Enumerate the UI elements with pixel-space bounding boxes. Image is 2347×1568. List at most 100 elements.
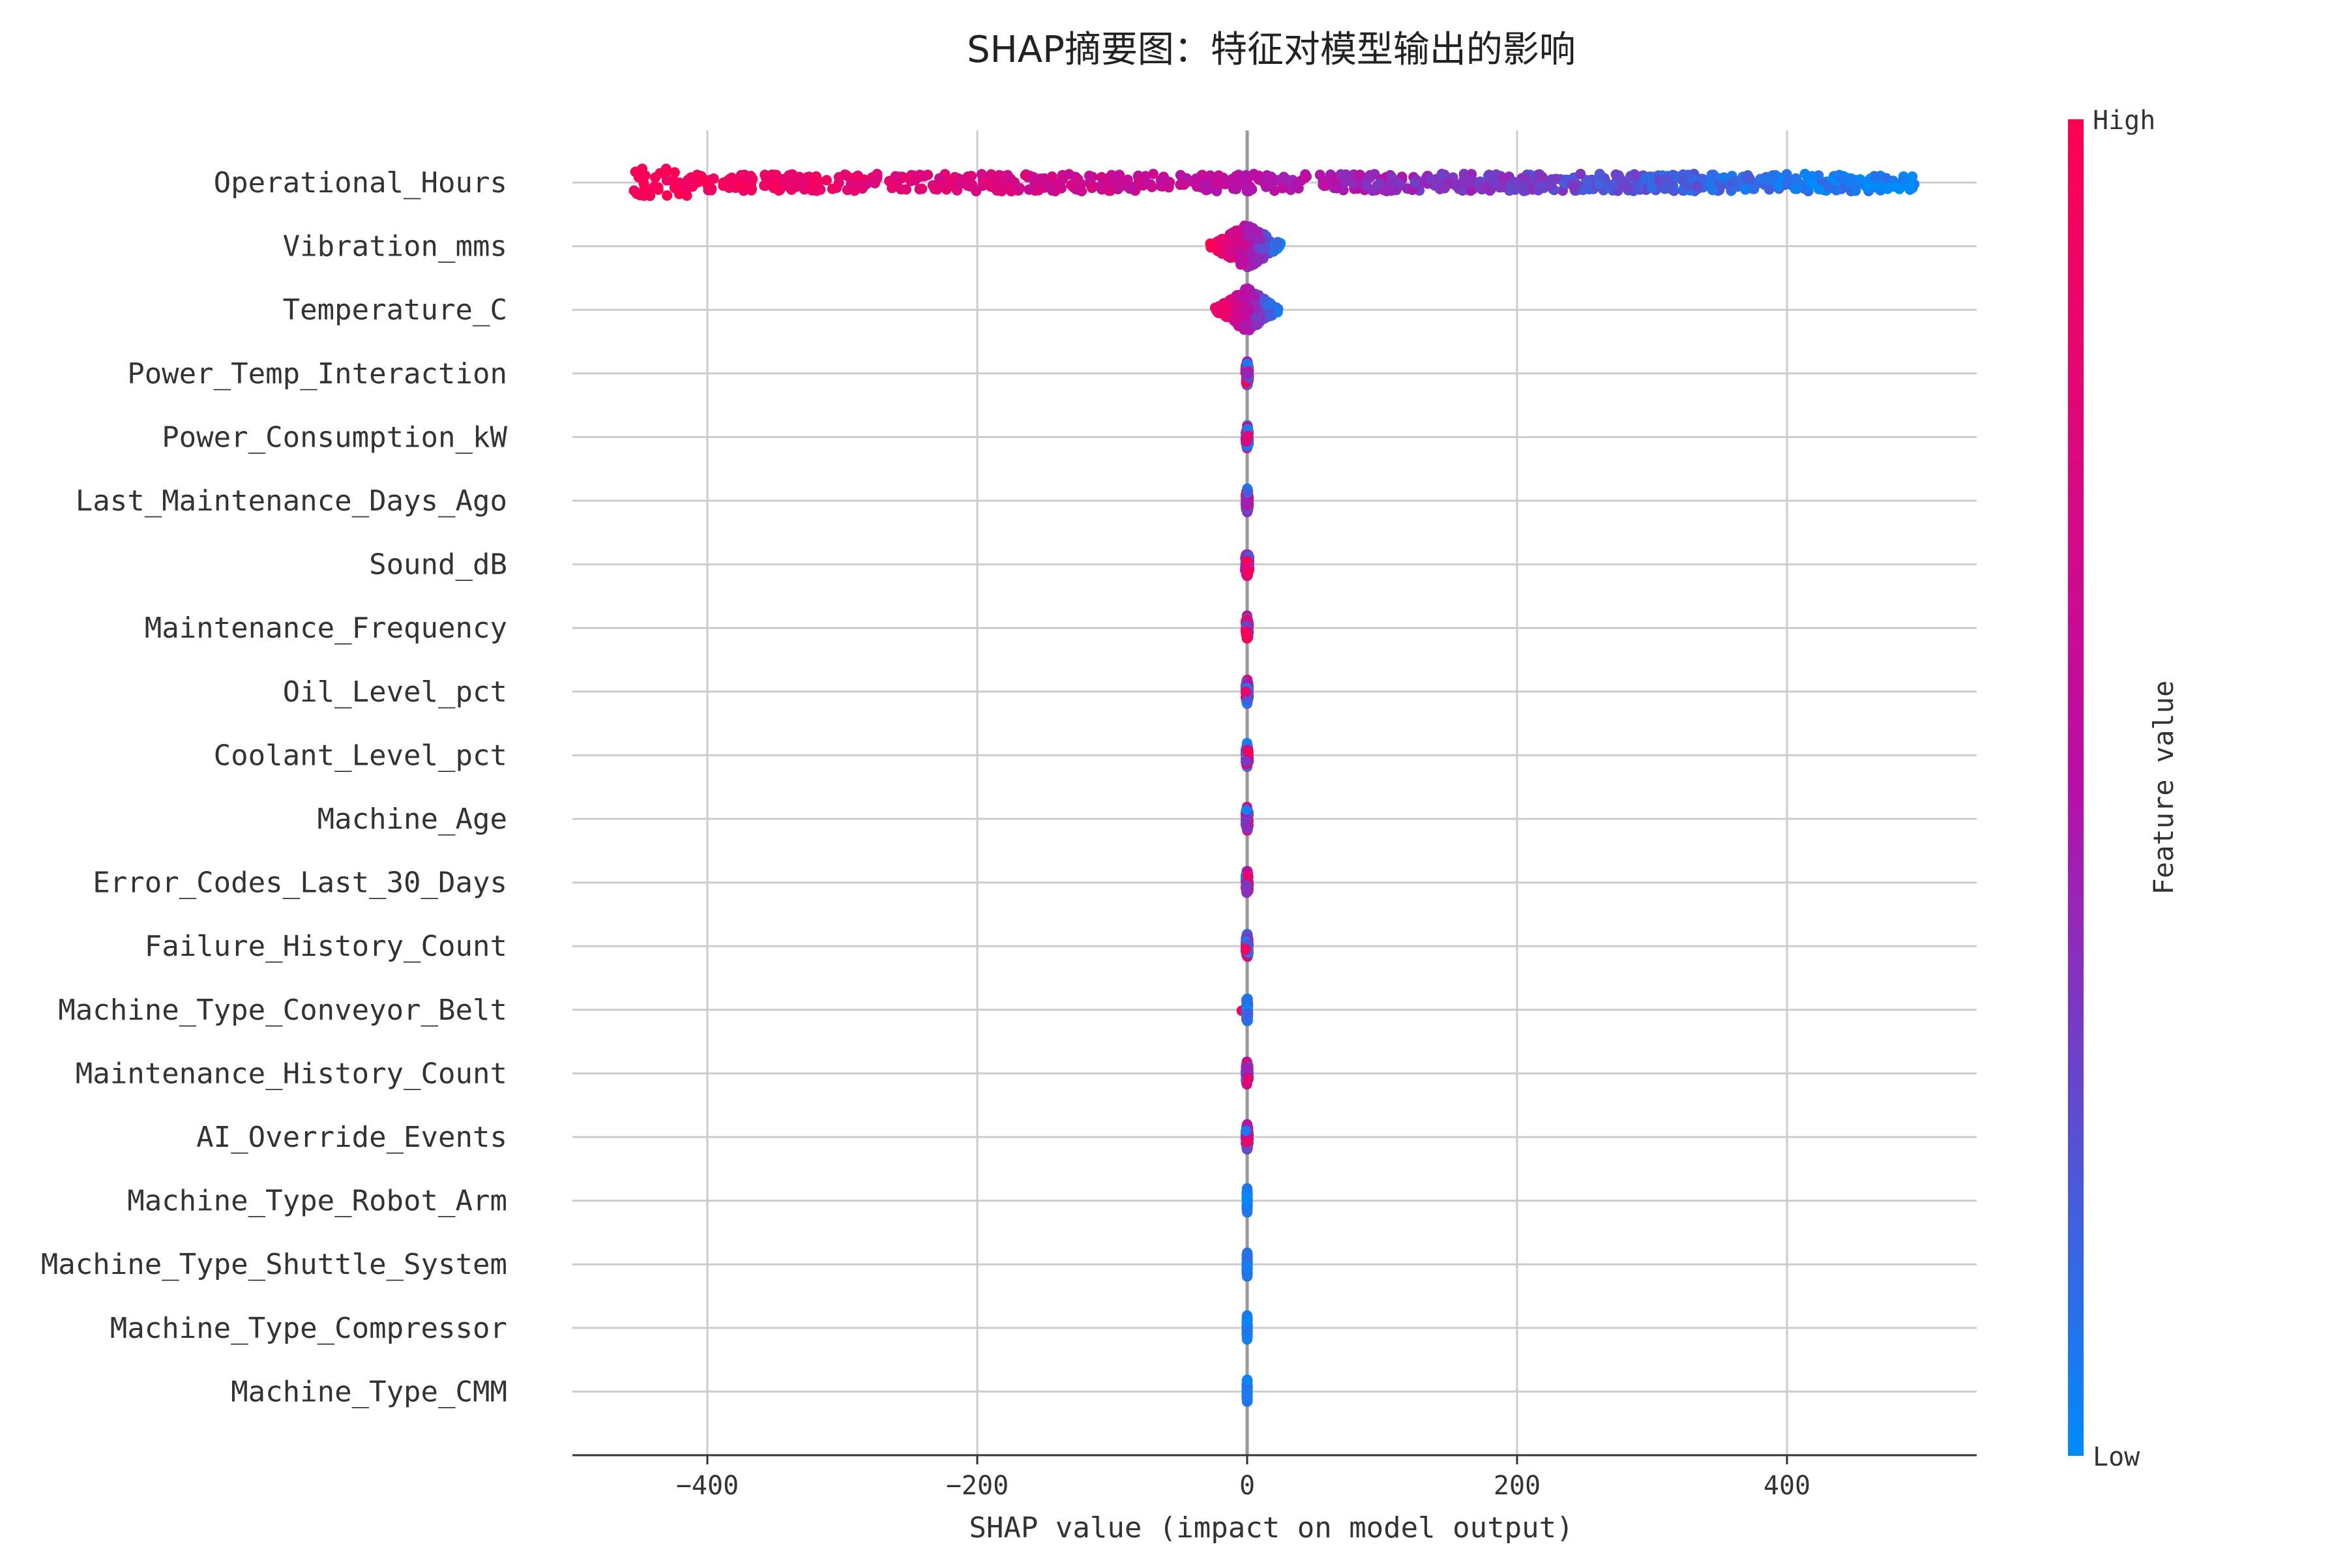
shap-point [1719,172,1730,183]
shap-point [1241,944,1251,955]
feature-points-Oil_Level_pct [1241,674,1254,709]
shap-point [1631,170,1642,181]
feature-points-Machine_Type_Conveyor_Belt [1236,993,1254,1027]
feature-points-AI_Override_Events [1240,1119,1254,1155]
feature-points-Vibration_mms [1205,220,1286,273]
colorbar-high-label: High [2093,106,2155,136]
x-tick-label: 400 [1764,1471,1810,1501]
shap-point [1046,171,1057,182]
shap-point [1244,304,1255,315]
shap-point [1243,694,1254,705]
shap-point [1084,170,1095,181]
feature-label: Machine_Type_Compressor [110,1312,507,1345]
feature-points-Power_Consumption_kW [1240,420,1254,454]
shap-point [887,181,898,192]
colorbar-gradient [2068,119,2084,1456]
shap-point [1242,186,1253,197]
shap-point [1241,1192,1252,1204]
shap-point [1520,173,1531,184]
shap-point [1807,177,1818,188]
shap-point [1242,487,1253,498]
shap-point [1236,256,1247,267]
shap-point [1707,185,1718,196]
shap-point [1481,183,1492,193]
shap-point [1457,177,1468,188]
feature-points-Failure_History_Count [1241,928,1254,962]
shap-point [1241,686,1252,697]
shap-point [746,183,758,194]
shap-point [1831,185,1842,196]
shap-point [1242,359,1253,369]
shap-point [910,172,921,183]
feature-points-Machine_Age [1240,801,1254,836]
feature-label: Temperature_C [283,293,507,327]
shap-point [638,178,649,189]
shap-point [945,181,956,192]
shap-point [1665,183,1676,194]
shap-point [1241,170,1251,181]
shap-point [1086,183,1097,194]
shap-point [1235,310,1246,321]
shap-point [1230,171,1241,182]
shap-point [1822,181,1833,192]
feature-points-Machine_Type_Robot_Arm [1241,1183,1253,1218]
shap-point [669,183,680,194]
x-axis-label: SHAP value (impact on model output) [969,1511,1573,1545]
shap-point [1741,172,1752,183]
shap-point [1253,254,1263,265]
shap-point [791,179,802,190]
shap-point [1608,179,1619,190]
shap-point [1365,172,1376,183]
shap-point [1263,299,1274,310]
shap-point [653,182,664,193]
shap-point [1155,175,1166,186]
grid-layer [572,130,1977,1455]
feature-label: Sound_dB [369,548,507,582]
shap-point [1764,184,1775,195]
shap-point [1241,756,1252,767]
shap-point [1790,173,1801,185]
shap-point [1220,177,1232,188]
shap-point [1367,185,1378,196]
shap-point [1870,173,1882,184]
shap-point [971,186,982,197]
shap-point [1692,181,1702,192]
shap-point [661,175,672,186]
shap-point [1374,178,1385,189]
shap-point [1755,173,1766,185]
shap-point [1907,171,1918,182]
shap-point [698,174,709,185]
shap-point [1683,170,1694,181]
feature-label: Error_Codes_Last_30_Days [93,866,507,900]
shap-point [821,175,832,186]
shap-point [682,177,693,188]
shap-point [1245,248,1256,259]
shap-point [1014,183,1026,194]
shap-point [1220,308,1232,319]
shap-point [1066,179,1077,190]
shap-point [1439,183,1450,194]
shap-point [638,190,649,201]
shap-point [1594,170,1605,181]
shap-point [726,175,737,186]
feature-points-Machine_Type_CMM [1241,1374,1253,1407]
shap-point [1265,171,1277,183]
shap-point [1239,293,1250,304]
shap-point [1623,183,1634,194]
shap-point [1855,174,1866,185]
shap-point [1426,174,1437,185]
shap-point [870,178,880,188]
shap-point [662,190,673,201]
feature-label: Power_Consumption_kW [162,421,507,454]
shap-point [1211,186,1222,197]
shap-point [1122,174,1133,185]
shap-point [1241,1334,1252,1345]
shap-point [1241,319,1252,331]
shap-point [966,171,977,181]
feature-label: Operational_Hours [214,166,507,200]
shap-point [1437,170,1448,181]
shap-point [1241,497,1252,507]
chart-title: SHAP摘要图：特征对模型输出的影响 [967,29,1576,71]
colorbar: High Low Feature value [2068,106,2179,1472]
shap-point [1272,239,1283,250]
